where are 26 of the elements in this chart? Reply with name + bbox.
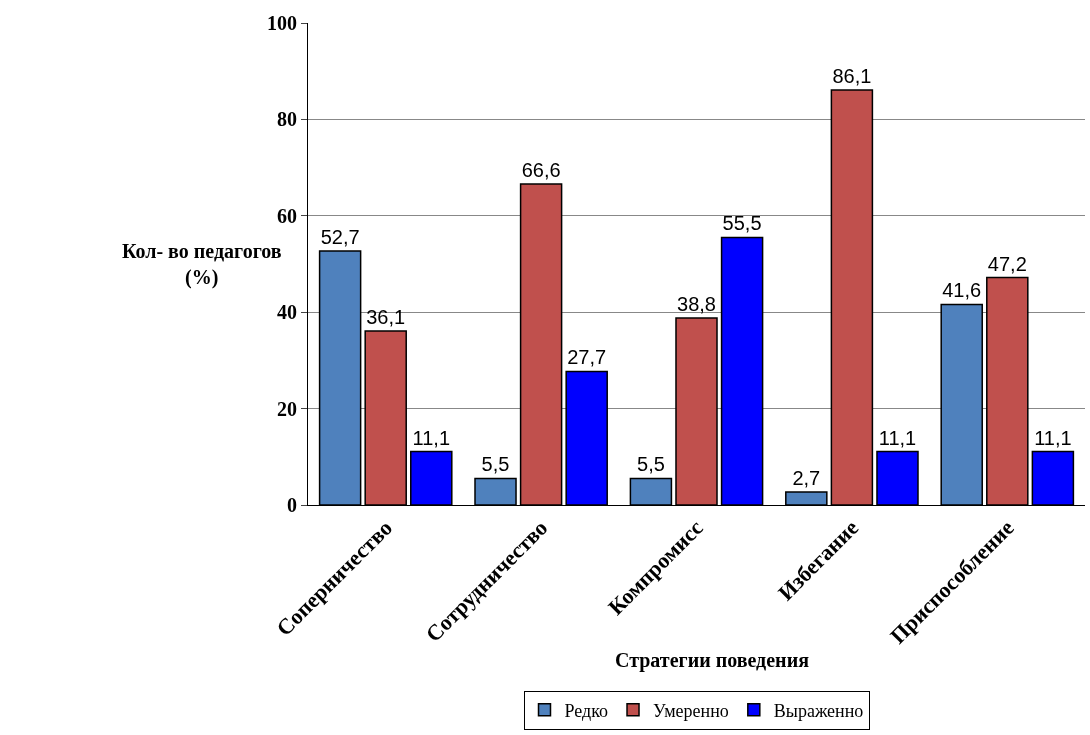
data-label: 55,5 xyxy=(722,212,762,235)
legend-label: Умеренно xyxy=(653,700,729,721)
data-label: 41,6 xyxy=(942,279,982,302)
x-axis-title: Стратегии поведения xyxy=(615,649,810,672)
y-tick-label: 100 xyxy=(267,12,297,34)
data-label: 2,7 xyxy=(792,466,821,489)
y-tick-label: 0 xyxy=(287,494,297,516)
data-label: 38,8 xyxy=(677,292,716,315)
data-label: 36,1 xyxy=(366,306,406,328)
y-tick-label: 20 xyxy=(277,397,297,420)
data-label: 5,5 xyxy=(637,453,665,476)
y-tick-label: 60 xyxy=(277,204,297,227)
legend-label: Редко xyxy=(564,700,609,721)
data-label: 66,6 xyxy=(521,158,561,181)
legend-label: Выраженно xyxy=(773,700,864,721)
y-tick-label: 80 xyxy=(277,108,297,131)
data-label: 27,7 xyxy=(567,346,607,369)
data-label: 47,2 xyxy=(987,252,1027,275)
y-tick-label: 40 xyxy=(277,301,297,324)
data-label: 5,5 xyxy=(481,453,510,476)
data-label: 11,1 xyxy=(878,426,917,449)
y-axis-title: Кол- во педагогов (%) xyxy=(122,240,282,289)
data-label: 86,1 xyxy=(832,65,872,87)
data-label: 11,1 xyxy=(1034,426,1072,449)
data-label: 11,1 xyxy=(412,426,451,449)
data-label: 52,7 xyxy=(320,225,360,248)
